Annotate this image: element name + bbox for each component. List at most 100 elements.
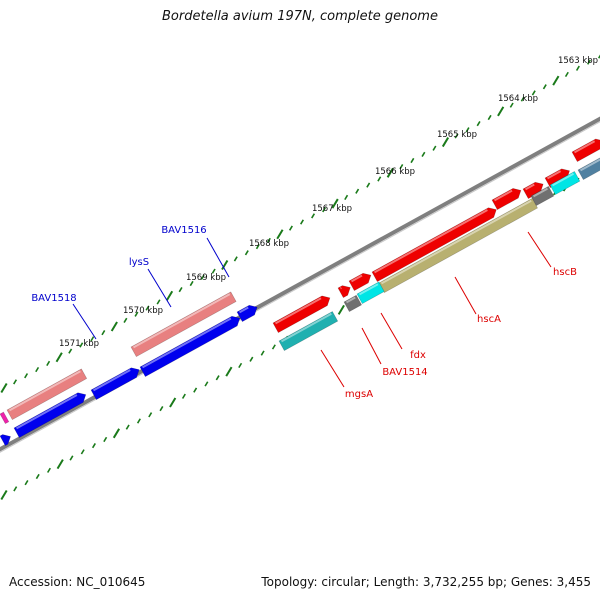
- gene-label-leader: [207, 238, 229, 277]
- outer-tick: [234, 257, 237, 261]
- genome-backbone: [0, 116, 600, 455]
- inner-tick: [1, 491, 6, 500]
- gene-magenta-body: [0, 412, 9, 424]
- outer-tick: [112, 322, 117, 331]
- outer-tick: [167, 291, 172, 300]
- gene-label-leader: [528, 232, 551, 267]
- inner-tick: [216, 376, 219, 380]
- gene-label-leader: [321, 350, 344, 387]
- outer-tick: [553, 76, 558, 85]
- outer-tick: [301, 220, 304, 224]
- inner-tick: [93, 443, 96, 447]
- inner-tick: [273, 345, 276, 349]
- gene-label: lysS: [129, 257, 149, 268]
- gene-forward-body: [572, 136, 600, 162]
- tick-ring: [1, 54, 600, 500]
- gene-label: BAV1516: [161, 225, 206, 236]
- outer-tick: [25, 374, 28, 378]
- gene-magenta: [0, 412, 9, 424]
- gene-reverse: [91, 365, 142, 400]
- gene-reverse-body: [91, 365, 142, 400]
- outer-tick: [543, 85, 546, 89]
- outer-tick: [124, 318, 127, 322]
- inner-tick: [25, 480, 28, 484]
- gene-label: hscA: [477, 314, 501, 325]
- inner-tick: [183, 394, 186, 398]
- inner-tick: [170, 398, 175, 407]
- inner-tick: [70, 456, 73, 460]
- outer-tick: [179, 287, 182, 291]
- inner-tick: [14, 487, 17, 491]
- gene-reverse: [237, 302, 260, 321]
- gene-label-leader: [362, 328, 381, 364]
- gene-forward-body: [372, 205, 499, 282]
- inner-tick: [226, 367, 231, 376]
- outer-tick: [36, 367, 39, 371]
- tick-labels: 1563 kbp 1564 kbp 1565 kbp 1566 kbp 1567 kbp…: [59, 56, 598, 349]
- outer-tick: [488, 115, 491, 119]
- inner-tick: [194, 388, 197, 392]
- gene-olive-shine: [381, 201, 531, 284]
- inner-tick: [58, 460, 63, 469]
- gene-label: BAV1518: [31, 293, 76, 304]
- outer-tick: [566, 72, 569, 76]
- gene-forward-body: [338, 283, 353, 298]
- accession-label: Accession: NC_010645: [9, 575, 145, 589]
- inner-tick: [160, 406, 163, 410]
- inner-tick: [149, 413, 152, 417]
- outer-tick: [498, 107, 503, 116]
- inner-tick: [36, 474, 39, 478]
- inner-tick: [126, 425, 129, 429]
- gene-forward: [572, 136, 600, 162]
- tick-label: 1567 kbp: [312, 204, 352, 214]
- outer-tick: [411, 158, 414, 162]
- inner-tick: [261, 351, 264, 355]
- gene-label-leader: [455, 277, 476, 314]
- outer-tick: [56, 353, 61, 362]
- topology-label: Topology: circular; Length: 3,732,255 bp…: [261, 575, 591, 589]
- outer-tick: [69, 349, 72, 353]
- tick-label: 1564 kbp: [498, 94, 538, 104]
- gene-olive: [379, 198, 538, 292]
- tick-label: 1565 kbp: [437, 130, 477, 140]
- outer-tick: [345, 195, 348, 199]
- gene-label-leader: [381, 313, 402, 349]
- gene-forward: [372, 205, 499, 282]
- outer-tick: [1, 384, 6, 393]
- outer-tick: [422, 152, 425, 156]
- outer-tick: [14, 380, 17, 384]
- outer-tick: [577, 66, 580, 70]
- inner-tick: [205, 382, 208, 386]
- outer-tick: [356, 189, 359, 193]
- outer-tick: [367, 183, 370, 187]
- tick-label: 1566 kbp: [375, 167, 415, 177]
- tick-label: 1569 kbp: [186, 273, 226, 283]
- gene-forward: [338, 283, 353, 298]
- map-title: Bordetella avium 197N, complete genome: [0, 9, 600, 24]
- inner-tick: [250, 357, 253, 361]
- gene-olive-body: [379, 198, 538, 292]
- outer-tick: [312, 214, 315, 218]
- tick-label: 1563 kbp: [558, 56, 598, 66]
- gene-label-leader: [73, 304, 96, 339]
- inner-tick: [138, 419, 141, 423]
- outer-tick: [433, 146, 436, 150]
- outer-tick: [222, 261, 227, 270]
- tick-label: 1570 kbp: [123, 306, 163, 316]
- outer-tick: [378, 177, 381, 181]
- gene-pink-shine: [133, 294, 229, 347]
- inner-tick: [81, 450, 84, 454]
- inner-tick: [48, 468, 51, 472]
- outer-tick: [277, 230, 282, 239]
- backbone-line: [0, 116, 600, 452]
- gene-label: mgsA: [345, 389, 373, 400]
- tick-label: 1571 kbp: [59, 339, 99, 349]
- gene-label: hscB: [553, 267, 577, 278]
- inner-tick: [239, 363, 242, 367]
- inner-tick: [114, 429, 119, 438]
- outer-tick: [290, 226, 293, 230]
- outer-tick: [157, 300, 160, 304]
- outer-tick: [477, 121, 480, 125]
